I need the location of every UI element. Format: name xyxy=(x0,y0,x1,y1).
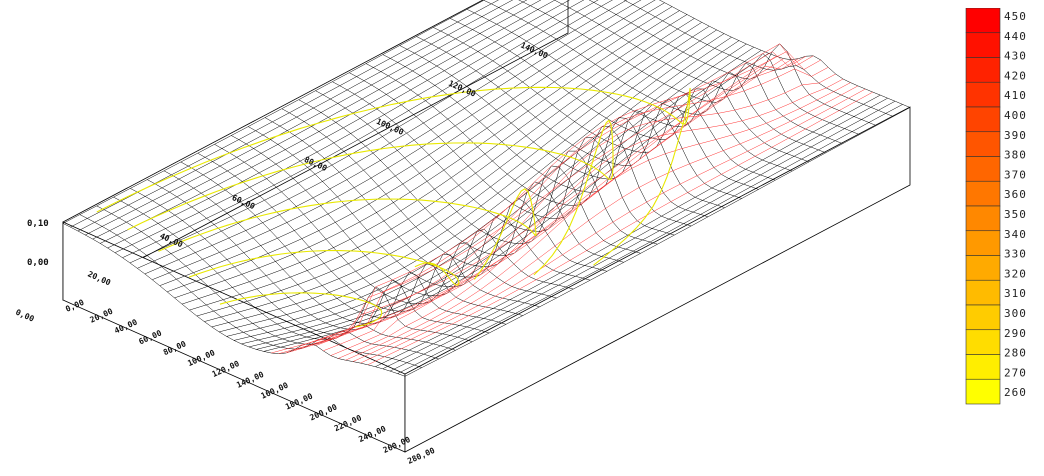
legend-label: 300 xyxy=(1004,307,1027,320)
mesh-line-v xyxy=(271,55,777,354)
legend-label: 320 xyxy=(1004,267,1027,280)
mesh-line-v xyxy=(62,0,485,224)
plot-box-walls xyxy=(62,0,911,453)
legend-swatch xyxy=(965,230,1001,256)
legend-label: 450 xyxy=(1004,10,1027,23)
legend-label: 270 xyxy=(1004,366,1027,379)
mesh-line-v xyxy=(338,78,844,359)
legend-label: 370 xyxy=(1004,168,1027,181)
mesh-line-v xyxy=(85,0,528,236)
z-tick-label: 0,10 xyxy=(27,219,49,229)
mesh-line-v xyxy=(181,14,688,305)
mesh-line-v xyxy=(323,67,829,352)
mesh-line-v xyxy=(315,50,821,346)
legend-label: 260 xyxy=(1004,386,1027,399)
mesh-line-v xyxy=(285,59,792,354)
legend-swatches xyxy=(965,8,1001,405)
mesh-line-v xyxy=(152,0,656,280)
mesh-line-v xyxy=(174,10,680,299)
legend-label: 360 xyxy=(1004,188,1027,201)
mesh-line-v xyxy=(167,6,673,293)
contour-line xyxy=(158,188,537,280)
mesh-line-v xyxy=(389,100,896,372)
mesh-line-v xyxy=(241,43,747,345)
contour-line xyxy=(219,292,383,328)
mesh-line-v xyxy=(330,73,836,356)
mesh-line-v xyxy=(226,36,732,337)
mesh-line-v xyxy=(308,43,814,344)
mesh-line-v xyxy=(204,25,710,322)
z-tick-label: 0,00 xyxy=(27,258,49,268)
legend-label: 330 xyxy=(1004,248,1027,261)
color-scale-legend: 450 440 430 420 410 400 390 380 370 360 350 340 330 3… xyxy=(965,8,1027,405)
mesh-line-v xyxy=(233,40,740,341)
legend-label: 350 xyxy=(1004,208,1027,221)
legend-label: 290 xyxy=(1004,327,1027,340)
legend-swatch xyxy=(965,156,1001,182)
mesh-line-v xyxy=(278,58,784,354)
legend-swatch xyxy=(965,81,1001,108)
legend-swatch xyxy=(965,8,1001,34)
mesh-line-v xyxy=(404,107,911,377)
mesh-line-v xyxy=(397,104,903,374)
legend-swatch xyxy=(965,279,1001,306)
left-wall xyxy=(62,0,569,301)
mesh-line-v xyxy=(114,0,585,253)
mesh-line-v xyxy=(189,18,695,311)
mesh-line-v xyxy=(211,29,717,328)
contour-lines xyxy=(96,86,691,328)
surface-mesh xyxy=(62,0,911,377)
mesh-line-v xyxy=(107,0,570,249)
contour-line xyxy=(188,249,460,286)
legend-label: 310 xyxy=(1004,287,1027,300)
mesh-line-v xyxy=(352,85,859,362)
legend-label: 440 xyxy=(1004,30,1027,43)
legend-label: 380 xyxy=(1004,149,1027,162)
legend-swatch xyxy=(965,329,1001,355)
legend-label: 280 xyxy=(1004,347,1027,360)
legend-swatch xyxy=(965,255,1001,281)
legend-labels: 450 440 430 420 410 400 390 380 370 360 350 340 330 3… xyxy=(1004,10,1027,399)
legend-label: 410 xyxy=(1004,89,1027,102)
legend-swatch xyxy=(965,32,1001,58)
mesh-line-v xyxy=(367,91,873,366)
mesh-line-v xyxy=(137,0,628,269)
y-tick-label: 0,00 xyxy=(14,308,35,324)
mesh-line-v xyxy=(375,94,881,367)
legend-label: 400 xyxy=(1004,109,1027,122)
legend-label: 390 xyxy=(1004,129,1027,142)
mesh-line-v xyxy=(382,97,888,370)
legend-swatch xyxy=(965,106,1001,133)
legend-swatch xyxy=(965,378,1001,405)
legend-swatch xyxy=(965,180,1001,207)
mesh-line-v xyxy=(144,0,642,275)
legend-swatch xyxy=(965,57,1001,83)
mesh-line-v xyxy=(77,0,514,232)
mesh-line-v xyxy=(129,0,613,264)
legend-label: 420 xyxy=(1004,69,1027,82)
surface-plot: 0,0020,0040,0060,0080,00100,00120,00140,… xyxy=(14,0,911,466)
contour-line xyxy=(127,119,614,276)
mesh-line-v xyxy=(360,88,866,364)
mesh-line-v xyxy=(248,46,755,348)
mesh-line-v xyxy=(122,0,599,258)
legend-label: 430 xyxy=(1004,50,1027,63)
legend-swatch xyxy=(965,354,1001,380)
legend-swatch xyxy=(965,131,1001,157)
mesh-line-v xyxy=(196,22,702,317)
right-wall xyxy=(404,106,911,453)
mesh-line-v xyxy=(219,33,725,333)
mesh-line-u xyxy=(623,0,894,117)
mesh-line-u xyxy=(588,0,877,126)
contour-line xyxy=(96,86,691,266)
legend-swatch xyxy=(965,304,1001,331)
mesh-line-v xyxy=(345,82,851,361)
legend-label: 340 xyxy=(1004,228,1027,241)
mesh-line-v xyxy=(92,0,542,240)
mesh-line-v xyxy=(300,51,807,346)
mesh-line-v xyxy=(159,2,665,286)
legend-swatch xyxy=(965,205,1001,232)
